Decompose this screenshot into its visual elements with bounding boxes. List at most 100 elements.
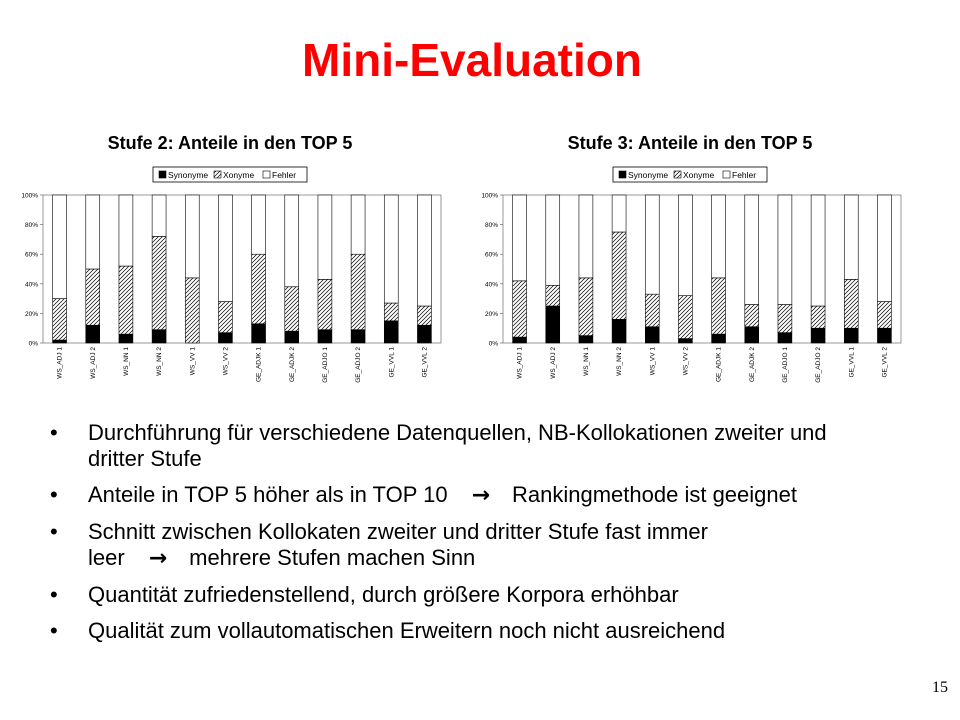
bar-segment bbox=[85, 324, 101, 344]
bullet-dot: • bbox=[50, 519, 58, 544]
y-tick-label: 100% bbox=[21, 193, 38, 200]
bar-segment bbox=[578, 194, 594, 279]
x-tick-label: WS_NN 2 bbox=[616, 347, 623, 376]
x-tick-label: WS_NN 1 bbox=[123, 347, 130, 376]
plot-area bbox=[502, 194, 902, 344]
bar-segment bbox=[350, 194, 366, 255]
bar-segment bbox=[611, 231, 627, 320]
bar-segment bbox=[777, 332, 793, 344]
bar-segment bbox=[644, 293, 660, 328]
y-tick-label: 60% bbox=[485, 252, 498, 259]
bar-segment bbox=[118, 333, 134, 344]
bullet-text-conclusion: Rankingmethode ist geeignet bbox=[512, 482, 797, 507]
bar-segment bbox=[52, 339, 67, 344]
bar-segment bbox=[284, 194, 300, 288]
bar-segment bbox=[744, 194, 760, 305]
bar-segment bbox=[843, 194, 859, 280]
bar-segment bbox=[350, 253, 366, 330]
bullet-item: • Anteile in TOP 5 höher als in TOP 10 → R… bbox=[50, 482, 880, 509]
bar-segment bbox=[877, 327, 892, 344]
bar-segment bbox=[644, 326, 660, 344]
x-tick-label: GE_ADJK 1 bbox=[256, 347, 263, 382]
x-tick-label: GE_VVL 2 bbox=[881, 347, 888, 378]
bar-segment bbox=[417, 324, 432, 344]
bar-segment bbox=[118, 265, 134, 335]
x-tick-label: GE_ADJK 2 bbox=[289, 347, 296, 382]
chart-legend: Synonyme Xonyme Fehler bbox=[612, 166, 768, 183]
x-tick-label: WS_ADJ 1 bbox=[517, 347, 524, 379]
bar-segment bbox=[85, 268, 101, 326]
bar-segment bbox=[317, 329, 333, 344]
legend-label: Synonyme bbox=[628, 170, 668, 180]
x-tick-label: GE_VVL 1 bbox=[848, 347, 855, 378]
bar-segment bbox=[218, 332, 233, 344]
bar-segment bbox=[545, 194, 561, 286]
bar-segment bbox=[843, 327, 859, 344]
legend-swatch bbox=[158, 170, 167, 179]
bullet-text: Qualität zum vollautomatischen Erweitern… bbox=[88, 618, 726, 643]
y-tick-label: 100% bbox=[481, 193, 498, 200]
legend-label: Synonyme bbox=[168, 170, 208, 180]
x-tick-label: GE_VVL 2 bbox=[421, 347, 428, 378]
chart-stufe-2: Stufe 2: Anteile in den TOP 5 Synonyme Xon… bbox=[10, 125, 450, 407]
chart-title: Stufe 2: Anteile in den TOP 5 bbox=[108, 133, 353, 153]
bar-segment bbox=[644, 194, 660, 295]
bar-segment bbox=[184, 194, 200, 279]
bullet-item: • Durchführung für verschiedene Datenque… bbox=[50, 420, 880, 472]
bar-segment bbox=[383, 320, 399, 344]
bar-segment bbox=[317, 279, 333, 330]
x-tick-label: GE_VVL 1 bbox=[388, 347, 395, 378]
chart-stufe-3: Stufe 3: Anteile in den TOP 5 Synonyme Xon… bbox=[470, 125, 910, 407]
x-tick-label: WS_VV 1 bbox=[649, 347, 656, 376]
bar-segment bbox=[85, 194, 101, 270]
y-tick-label: 60% bbox=[25, 252, 38, 259]
arrow-right-icon: → bbox=[471, 483, 491, 508]
bar-segment bbox=[383, 302, 399, 322]
bar-segment bbox=[711, 333, 726, 344]
bar-segment bbox=[218, 301, 233, 333]
x-tick-label: WS_ADJ 1 bbox=[57, 347, 64, 379]
bullet-text: Quantität zufriedenstellend, durch größe… bbox=[88, 582, 679, 607]
bullet-dot: • bbox=[50, 420, 58, 445]
bar-segment bbox=[251, 194, 266, 255]
legend-swatch bbox=[262, 170, 271, 179]
bar-segment bbox=[810, 194, 826, 307]
bullet-item: • Schnitt zwischen Kollokaten zweiter un… bbox=[50, 519, 880, 572]
x-tick-label: GE_ADJO 1 bbox=[782, 347, 789, 383]
bullet-text: Anteile in TOP 5 höher als in TOP 10 bbox=[88, 482, 448, 507]
legend-label: Xonyme bbox=[683, 170, 714, 180]
bullet-text: Durchführung für verschiedene Datenquell… bbox=[88, 420, 827, 471]
y-tick-label: 20% bbox=[25, 311, 38, 318]
bar-segment bbox=[611, 319, 627, 344]
y-tick-label: 0% bbox=[489, 341, 499, 348]
x-tick-label: GE_ADJO 2 bbox=[355, 347, 362, 383]
bar-segment bbox=[512, 280, 527, 338]
bar-segment bbox=[877, 301, 892, 329]
x-tick-label: WS_VV 1 bbox=[189, 347, 196, 376]
legend-swatch bbox=[213, 170, 222, 179]
chart-title: Stufe 3: Anteile in den TOP 5 bbox=[568, 133, 813, 153]
bar-segment bbox=[184, 277, 200, 344]
y-tick-label: 40% bbox=[485, 281, 498, 288]
page-number: 15 bbox=[932, 679, 948, 696]
legend-label: Xonyme bbox=[223, 170, 254, 180]
chart-legend: Synonyme Xonyme Fehler bbox=[152, 166, 308, 183]
bar-segment bbox=[810, 305, 826, 329]
bar-segment bbox=[350, 329, 366, 344]
bar-segment bbox=[218, 194, 233, 302]
legend-label: Fehler bbox=[732, 170, 756, 180]
y-tick-label: 40% bbox=[25, 281, 38, 288]
y-tick-label: 0% bbox=[29, 341, 39, 348]
bar-segment bbox=[417, 305, 432, 326]
bar-segment bbox=[52, 194, 67, 299]
x-tick-label: WS_NN 2 bbox=[156, 347, 163, 376]
bar-segment bbox=[151, 329, 167, 344]
x-tick-label: WS_ADJ 2 bbox=[90, 347, 97, 379]
x-tick-label: GE_ADJO 2 bbox=[815, 347, 822, 383]
y-tick-label: 20% bbox=[485, 311, 498, 318]
bar-segment bbox=[512, 336, 527, 344]
slide-title: Mini-Evaluation bbox=[302, 34, 642, 86]
bullet-dot: • bbox=[50, 618, 58, 643]
x-tick-label: GE_ADJK 1 bbox=[716, 347, 723, 382]
bullet-dot: • bbox=[50, 482, 58, 507]
